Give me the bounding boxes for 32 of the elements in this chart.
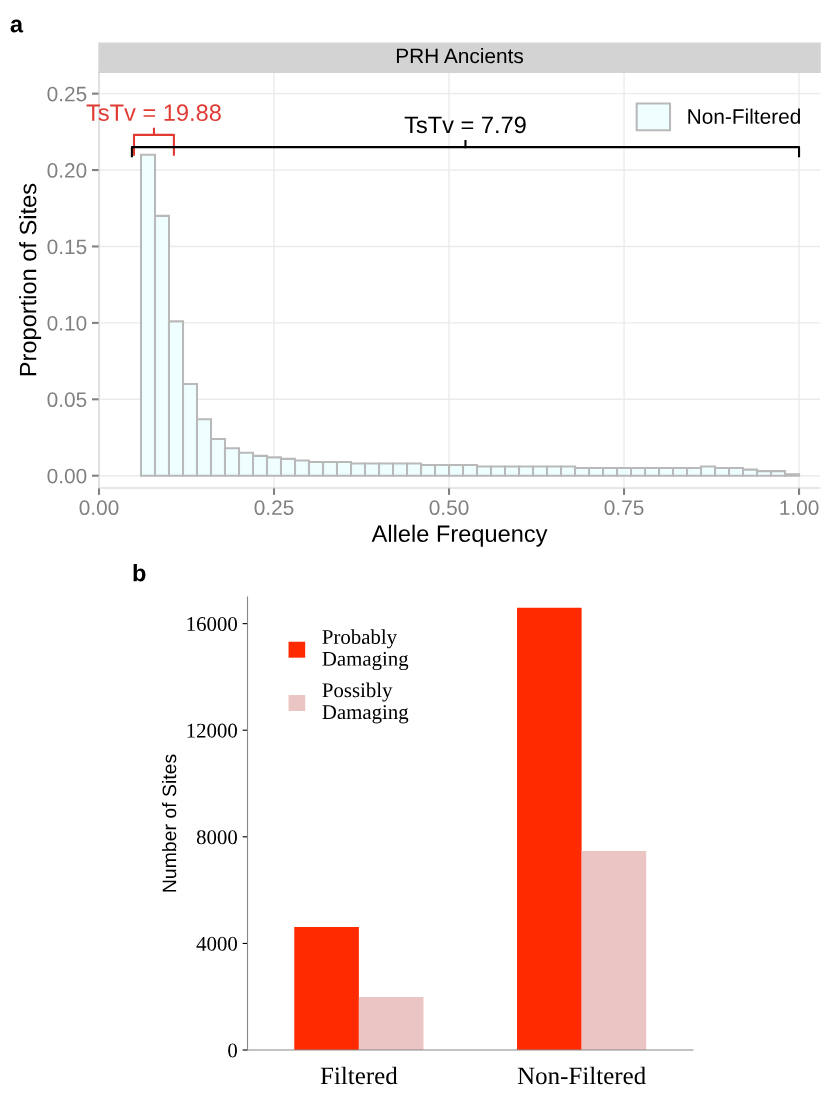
x-tick-label: 0.25 (254, 500, 294, 516)
y-axis-title: Number of Sites (162, 754, 177, 892)
annotation: TsTv = 19.88 (86, 104, 221, 122)
y-tick-label: 0.05 (47, 392, 87, 408)
bar (517, 607, 582, 1051)
x-tick-label: 0.50 (429, 500, 469, 516)
bar (294, 926, 359, 1051)
x-tick-label: 0.75 (604, 500, 644, 516)
y-tick-label: 4000 (196, 936, 237, 951)
y-tick-label: 8000 (196, 830, 237, 845)
x-tick-label: Filtered (320, 1066, 398, 1085)
y-tick-label: 16000 (187, 617, 237, 632)
legend-label: Probably Damaging (322, 629, 409, 671)
bar (358, 996, 424, 1051)
text: b (133, 564, 146, 582)
y-tick-label: 0 (228, 1043, 237, 1058)
y-axis-title: Proportion of Sites (19, 183, 42, 376)
legend-label: Possibly Damaging (322, 682, 409, 724)
chart-title: PRH Ancients (396, 47, 524, 64)
x-axis-title: Allele Frequency (371, 524, 548, 547)
y-tick-label: 12000 (187, 723, 237, 738)
y-tick-label: 0.20 (47, 163, 87, 178)
y-tick-label: 0.10 (47, 315, 87, 331)
y-tick-label: 0.00 (47, 468, 87, 484)
legend-label: Non-Filtered (688, 108, 800, 124)
y-tick-label: 0.25 (47, 86, 87, 102)
x-tick-label: 1.00 (780, 500, 819, 516)
text: a (10, 19, 24, 33)
x-tick-label: 0.00 (79, 500, 119, 516)
annotation: TsTv = 7.79 (404, 116, 526, 134)
y-tick-label: 0.15 (47, 239, 87, 255)
bar (581, 850, 647, 1051)
